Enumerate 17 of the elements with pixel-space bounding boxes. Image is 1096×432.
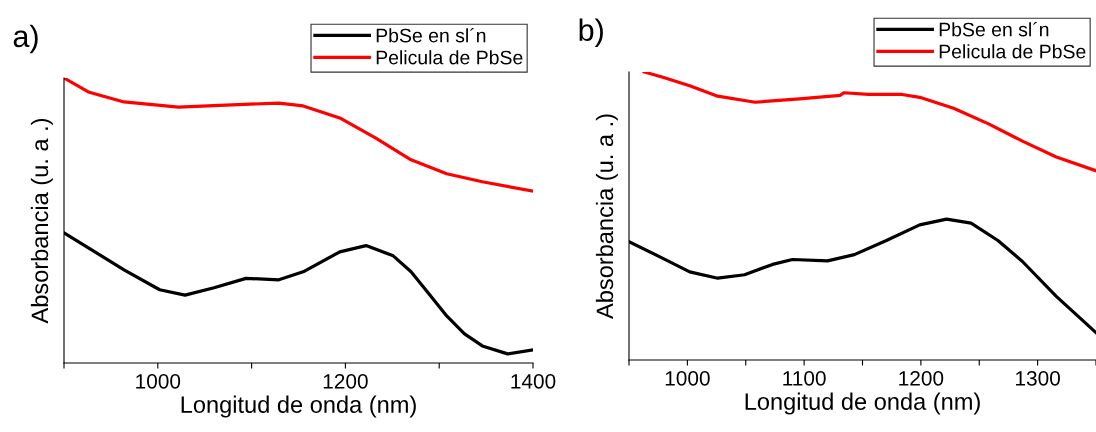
chart-title: a) <box>13 24 38 54</box>
x-tick-label: 1000 <box>136 373 181 389</box>
y-axis-title: Absorbancia (u. a .) <box>30 118 53 324</box>
y-axis-title: Absorbancia (u. a .) <box>595 114 618 319</box>
x-tick-label: 1100 <box>783 370 826 386</box>
legend-label: PbSe en sl´n <box>939 21 1049 37</box>
x-tick-label: 1200 <box>899 370 944 386</box>
legend-label: Pelicula de PbSe <box>939 44 1086 59</box>
legend-label: Pelicula de PbSe <box>376 50 523 65</box>
x-tick-label: 1000 <box>665 370 710 386</box>
chart-title: b) <box>579 18 603 47</box>
x-tick-label: 1400 <box>511 373 556 389</box>
x-tick-label: 1300 <box>1016 370 1060 386</box>
x-axis-title: Longitud de onda (nm) <box>745 392 980 415</box>
x-axis-title: Longitud de onda (nm) <box>181 395 416 418</box>
x-tick-label: 1200 <box>323 373 368 389</box>
legend-label: PbSe en sl´n <box>376 27 486 43</box>
